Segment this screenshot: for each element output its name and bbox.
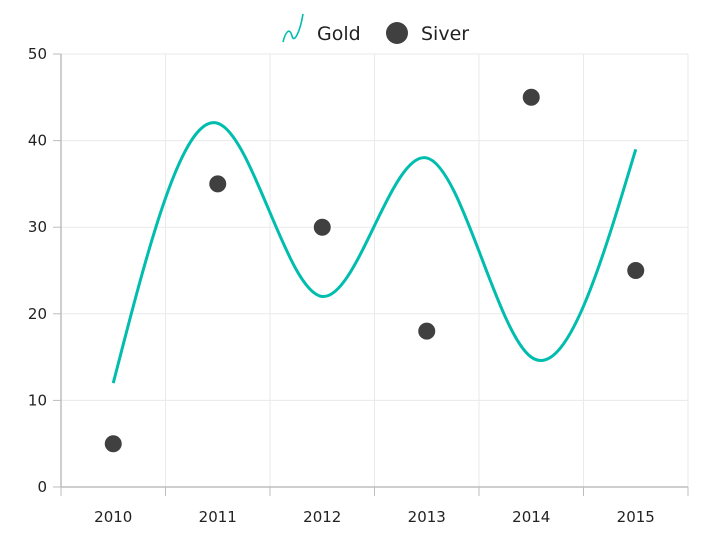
data-point-siver[interactable] — [312, 217, 332, 237]
spline-icon — [282, 13, 304, 43]
series-layer — [103, 87, 646, 454]
y-tick-label: 10 — [28, 391, 47, 409]
x-tick-label: 2014 — [512, 508, 550, 526]
y-tick-label: 40 — [28, 132, 47, 150]
y-axis-tick-labels: 0 10 20 30 40 50 — [28, 45, 47, 496]
circle-icon — [386, 22, 408, 44]
y-tick-label: 20 — [28, 305, 47, 323]
data-point-siver[interactable] — [626, 261, 646, 280]
legend-item-gold[interactable]: Gold — [282, 13, 361, 45]
x-tick-label: 2015 — [617, 508, 655, 526]
y-tick-label: 0 — [37, 478, 47, 496]
y-tick-label: 50 — [28, 45, 47, 63]
x-tick-label: 2010 — [94, 508, 132, 526]
x-tick-label: 2013 — [408, 508, 446, 526]
x-tick-label: 2011 — [199, 508, 237, 526]
legend-item-siver[interactable]: Siver — [386, 22, 469, 45]
axes — [53, 53, 689, 496]
data-point-siver[interactable] — [103, 434, 123, 454]
data-point-siver[interactable] — [521, 87, 541, 107]
x-tick-label: 2012 — [303, 508, 341, 526]
grid-lines — [61, 53, 689, 487]
legend-label-gold: Gold — [317, 23, 361, 45]
legend-label-siver: Siver — [421, 23, 469, 45]
legend: Gold Siver — [282, 13, 469, 45]
x-axis-tick-labels: 2010 2011 2012 2013 2014 2015 — [94, 508, 655, 526]
data-point-siver[interactable] — [417, 321, 437, 341]
y-tick-label: 30 — [28, 218, 47, 236]
data-point-siver[interactable] — [208, 174, 228, 194]
series-line-gold — [111, 121, 638, 384]
